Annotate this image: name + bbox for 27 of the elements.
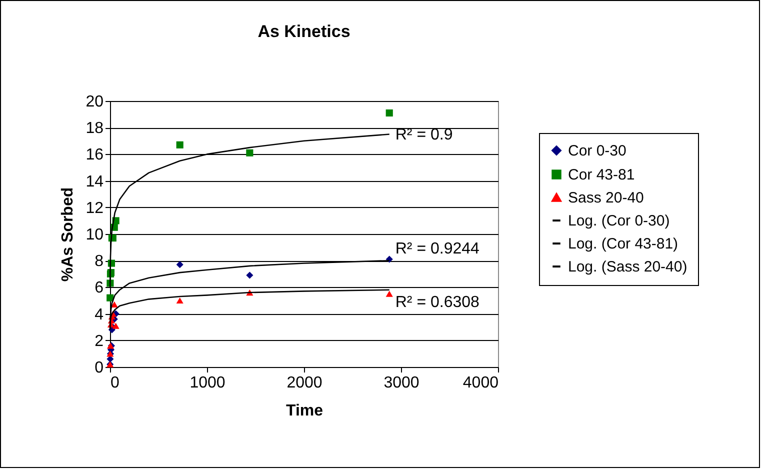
y-tick-label: 12 xyxy=(86,200,104,217)
chart-title: As Kinetics xyxy=(258,22,350,41)
legend-label: Log. (Cor 43-81) xyxy=(568,236,678,252)
y-tick-label: 10 xyxy=(86,226,104,244)
annotation: R² = 0.6308 xyxy=(395,294,480,311)
y-tick-label: 0 xyxy=(94,360,104,376)
y-tick-label: 6 xyxy=(94,280,104,297)
annotation: R² = 0.9244 xyxy=(395,240,480,258)
legend-label: Cor 43-81 xyxy=(568,166,635,184)
legend-label: Log. (Sass 20-40) xyxy=(568,258,688,276)
y-tick-label: 14 xyxy=(86,173,104,190)
y-tick-label: 16 xyxy=(86,146,104,164)
legend-label: Sass 20-40 xyxy=(568,190,644,206)
y-tick-label: 2 xyxy=(94,332,104,350)
y-tick-label: 4 xyxy=(94,306,104,324)
x-tick-label: 0 xyxy=(110,374,120,392)
y-tick-label: 20 xyxy=(86,94,104,110)
x-axis-title: Time xyxy=(286,402,324,420)
x-tick-label: 3000 xyxy=(384,374,420,392)
y-tick-label: 18 xyxy=(86,120,104,138)
x-tick-label: 2000 xyxy=(286,374,322,392)
x-tick-label: 4000 xyxy=(462,374,499,392)
y-tick-label: 8 xyxy=(94,253,104,270)
y-axis-title: %As Sorbed xyxy=(60,187,77,282)
x-tick-label: 1000 xyxy=(190,374,226,392)
legend-label: Cor 0-30 xyxy=(568,142,626,160)
legend-label: Log. (Cor 0-30) xyxy=(568,212,670,230)
